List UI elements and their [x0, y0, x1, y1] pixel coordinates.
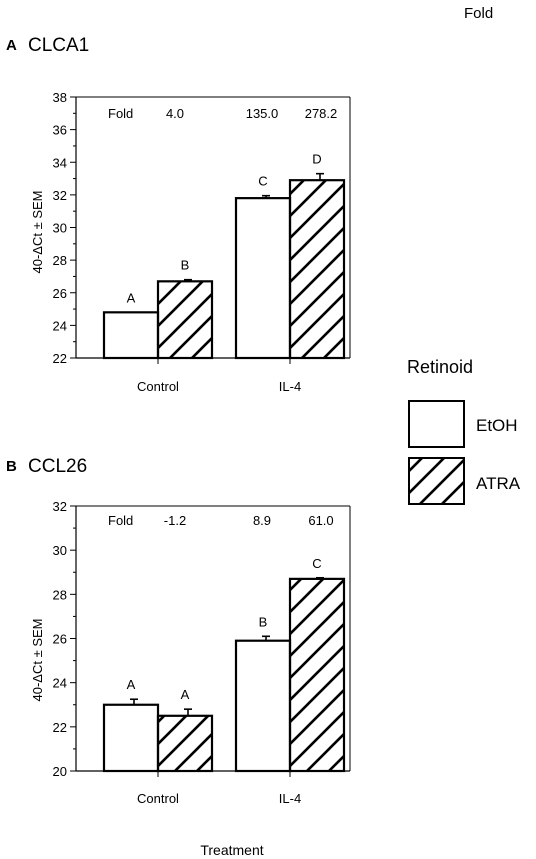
- panel-a-category-label: IL-4: [279, 379, 301, 394]
- panel-a-fold-value: 135.0: [246, 106, 279, 121]
- panel-a-bar: [102, 311, 160, 360]
- panel-a-significance-label: C: [258, 174, 267, 189]
- panel-b-letter: B: [6, 458, 17, 475]
- panel-b-bar: [288, 577, 346, 773]
- panel-b-fold-value: 61.0: [308, 513, 333, 528]
- panel-a-y-tick-label: 34: [53, 155, 67, 170]
- panel-a-y-tick-label: 24: [53, 318, 67, 333]
- panel-b-fold-value: -1.2: [164, 513, 186, 528]
- panel-a-category-label: Control: [137, 379, 179, 394]
- panel-a-fold-label: Fold: [108, 106, 133, 121]
- panel-b-significance-label: C: [312, 556, 321, 571]
- panel-b-fold-value: 8.9: [253, 513, 271, 528]
- panel-a-y-tick-label: 38: [53, 90, 67, 105]
- panel-b-plot: 20 22 24 26 28 30 32 A A B C: [53, 499, 351, 779]
- legend-title: Retinoid: [407, 357, 473, 377]
- panel-b-y-tick-label: 22: [53, 720, 67, 735]
- legend-label-atra: ATRA: [476, 474, 521, 493]
- x-axis-title: Treatment: [200, 842, 263, 858]
- panel-b-bar: [102, 703, 160, 773]
- panel-a-y-tick-label: 28: [53, 253, 67, 268]
- panel-a-y-tick-label: 36: [53, 123, 67, 138]
- panel-b-y-tick-label: 28: [53, 587, 67, 602]
- panel-a-fold-value: 278.2: [305, 106, 338, 121]
- panel-a-plot: 22 24 26 28 30 32 34 36 38 A B C D: [53, 90, 351, 366]
- panel-a-significance-label: B: [181, 258, 190, 273]
- panel-b-category-label: Control: [137, 791, 179, 806]
- panel-b-significance-label: A: [127, 677, 136, 692]
- panel-b-y-tick-label: 26: [53, 632, 67, 647]
- panel-b-y-axis-label: 40-ΔCt ± SEM: [30, 618, 45, 701]
- panel-b-bar: [234, 639, 292, 773]
- legend-swatch-etoh: [408, 400, 465, 448]
- panel-a-y-tick-label: 26: [53, 286, 67, 301]
- legend-label-etoh: EtOH: [476, 416, 518, 435]
- panel-a-bar: [288, 179, 346, 360]
- panel-b-significance-label: A: [181, 687, 190, 702]
- panel-a-fold-value: 4.0: [166, 106, 184, 121]
- panel-b-category-label: IL-4: [279, 791, 301, 806]
- panel-a-significance-label: D: [312, 152, 321, 167]
- panel-b-y-tick-label: 20: [53, 764, 67, 779]
- panel-a-bar: [234, 197, 292, 360]
- panel-b-significance-label: B: [259, 614, 268, 629]
- panel-b-fold-label: Fold: [108, 513, 133, 528]
- panel-b-y-tick-label: 30: [53, 543, 67, 558]
- panel-b-y-tick-label: 32: [53, 499, 67, 514]
- panel-b-bar: [156, 714, 214, 773]
- panel-a-y-tick-label: 30: [53, 221, 67, 236]
- panel-b-title: CCL26: [28, 456, 87, 477]
- panel-a-title: CLCA1: [28, 35, 89, 56]
- panel-a-significance-label: A: [127, 290, 136, 305]
- panel-b-y-tick-label: 24: [53, 676, 67, 691]
- panel-a-y-tick-label: 32: [53, 188, 67, 203]
- panel-a-y-axis-label: 40-ΔCt ± SEM: [30, 190, 45, 273]
- corner-fold-label: Fold: [464, 5, 493, 22]
- legend-swatch-atra: [408, 457, 465, 505]
- panel-a-bar: [156, 280, 214, 360]
- panel-a-y-tick-label: 22: [53, 351, 67, 366]
- panel-a-letter: A: [6, 37, 17, 54]
